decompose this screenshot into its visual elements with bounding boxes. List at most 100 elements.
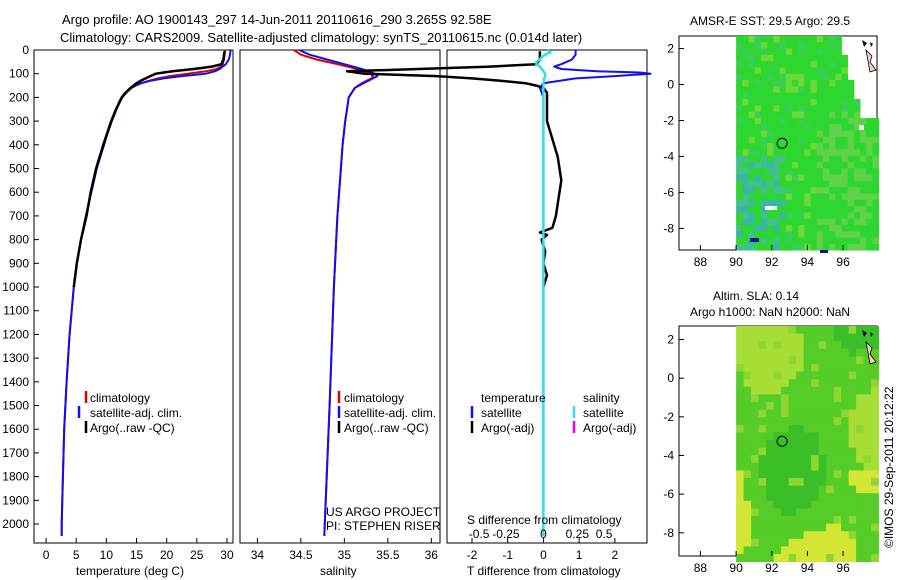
sst-map-cell [866, 155, 873, 163]
sst-map-cell [804, 48, 811, 56]
sla-map-cell [841, 326, 849, 334]
sst-map-cell [847, 149, 855, 157]
cold-pixel [820, 250, 828, 253]
y-tick-label: 900 [9, 256, 29, 270]
sla-map-cell [818, 409, 827, 418]
sla-map-cell [743, 341, 752, 350]
sst-map-cell [810, 180, 818, 188]
sst-map-cell [773, 136, 780, 144]
sla-map-cell [841, 523, 849, 532]
sst-map-cell [748, 180, 756, 188]
sst-map-cell [748, 136, 756, 144]
sla-map-cell [796, 485, 804, 494]
sla-map-cell [758, 538, 767, 547]
sst-map-cell [822, 243, 830, 251]
sla-map-cell [796, 500, 804, 509]
island-glyphs [862, 330, 873, 337]
sla-map-cell [781, 462, 789, 471]
sla-map-cell [841, 440, 849, 448]
sst-map-cell [822, 143, 830, 150]
sst-map-cell [798, 92, 805, 100]
sst-map-cell [767, 105, 774, 112]
sla-map-cell [871, 341, 879, 350]
sst-map-cell [804, 136, 811, 144]
sst-map-cell [748, 231, 756, 238]
s-difference-tick-label: -0.5 [469, 527, 490, 541]
sst-map-cell [822, 231, 830, 238]
sla-map-cell [788, 402, 797, 410]
sst-map-cell [835, 168, 842, 175]
y-tick-label: 100 [9, 67, 29, 81]
sst-map-cell [810, 48, 818, 56]
sst-map-cell [798, 243, 805, 251]
sst-map-cell [798, 212, 805, 220]
sst-map-cell [779, 105, 787, 112]
sst-map-cell [841, 73, 849, 81]
sst-map-cell [779, 61, 787, 68]
sla-map-cell [758, 455, 767, 464]
sla-map-cell [803, 470, 812, 479]
sst-map-cell [816, 117, 824, 125]
sst-map-cell [773, 67, 780, 75]
sst-map-cell [767, 155, 774, 163]
sst-map-cell [841, 155, 849, 163]
sla-map-cell [796, 554, 804, 562]
sla-map-cell [841, 462, 849, 471]
sla-map-cell [788, 485, 797, 494]
sla-map-cell [773, 470, 782, 479]
sla-map-cell [736, 485, 744, 494]
sst-map-cell [754, 218, 762, 226]
sla-map-cell [818, 341, 827, 350]
sla-map-cell [856, 379, 864, 388]
sst-map-cell [736, 231, 743, 238]
sst-map-cell [767, 36, 774, 43]
sst-map-cell [822, 136, 830, 144]
sla-map-cell [841, 500, 849, 509]
sla-map-cell [871, 531, 879, 540]
sst-map-cell [810, 199, 818, 207]
sst-map-cell [798, 42, 805, 49]
sla-map-cell [803, 402, 812, 410]
sla-map-cell [841, 333, 849, 342]
sst-map-cell [791, 124, 799, 131]
sst-map-cell [791, 174, 799, 182]
sst-map-cell [810, 155, 818, 163]
sst-map-cell [841, 86, 849, 94]
sst-map-cell [822, 155, 830, 163]
sla-map-cell [781, 554, 789, 562]
sst-map-cell [748, 67, 756, 75]
sla-map-cell [856, 516, 864, 524]
sla-map-cell [871, 333, 879, 342]
sla-map-cell [766, 462, 774, 471]
sla-map-cell [833, 447, 842, 456]
sla-map-cell [856, 417, 864, 426]
sla-map-cell [751, 478, 759, 486]
sst-map-cell [779, 124, 787, 131]
sst-map-cell [847, 218, 855, 226]
sst-map-cell [798, 36, 805, 43]
sla-map-cell [848, 432, 857, 441]
sla-map-cell [871, 485, 879, 494]
sst-map-cell [804, 73, 811, 81]
sst-map-cell [760, 212, 768, 220]
sst-map-cell [853, 174, 861, 182]
sla-map-cell [841, 417, 849, 426]
sst-map-cell [872, 117, 880, 125]
sla-map-cell [841, 554, 849, 562]
sst-map-cell [736, 243, 743, 251]
sst-map-cell [791, 92, 799, 100]
sla-map-cell [833, 531, 842, 540]
sla-map-cell [766, 409, 774, 418]
sst-map-cell [866, 243, 873, 251]
sst-map-cell [785, 237, 793, 245]
sst-map-cell [860, 155, 867, 163]
sst-map-cell [785, 225, 793, 232]
sla-map-cell [811, 364, 819, 372]
sla-map-cell [743, 386, 752, 395]
sst-map-cell [742, 199, 749, 207]
sla-map-cell [751, 493, 759, 502]
sst-map-cell [816, 136, 824, 144]
sst-map-cell [816, 168, 824, 175]
sst-map-cell [853, 124, 861, 131]
sst-map-cell [847, 199, 855, 207]
